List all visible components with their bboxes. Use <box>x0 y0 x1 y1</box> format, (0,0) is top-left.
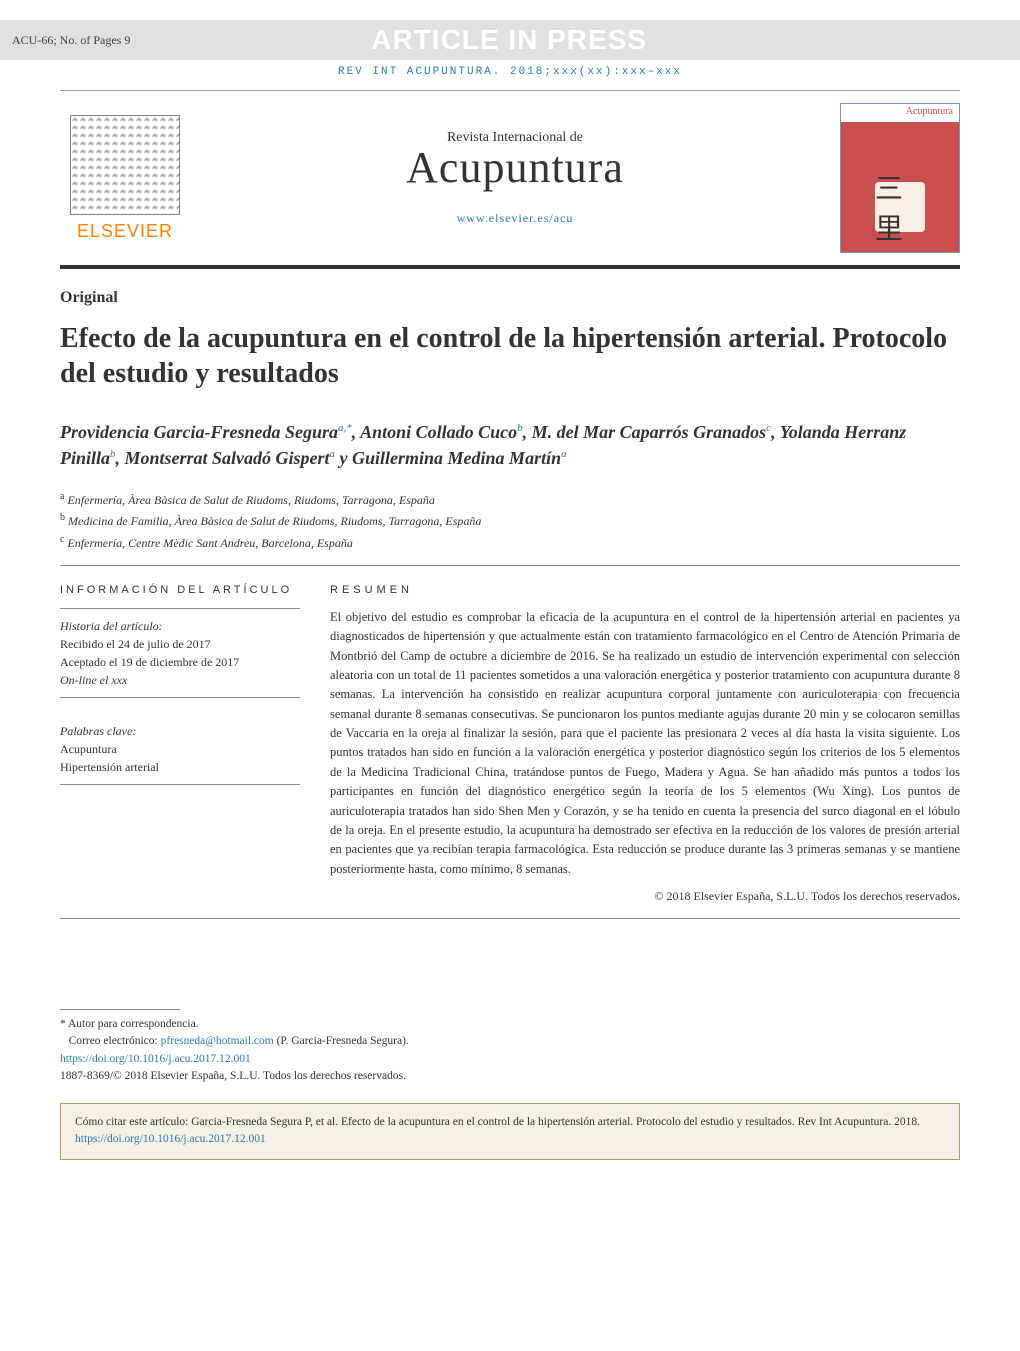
history-block: Historia del artículo: Recibido el 24 de… <box>60 608 300 698</box>
cover-glyph-icon: 三里 <box>875 182 925 232</box>
divider <box>60 918 960 919</box>
journal-header: ELSEVIER Revista Internacional de Acupun… <box>60 90 960 269</box>
email-label: Correo electrónico: <box>69 1035 158 1047</box>
abstract-heading: resumen <box>330 584 960 596</box>
journal-url-link[interactable]: www.elsevier.es/acu <box>457 211 574 225</box>
divider <box>60 565 960 566</box>
how-to-cite-box: Cómo citar este artículo: Garcia-Fresned… <box>60 1103 960 1160</box>
received-date: Recibido el 24 de julio de 2017 <box>60 635 300 653</box>
article-type: Original <box>60 289 960 307</box>
journal-title: Acupuntura <box>210 142 820 193</box>
online-date: On-line el xxx <box>60 671 300 689</box>
keywords-block: Palabras clave: Acupuntura Hipertensión … <box>60 714 300 785</box>
cover-label: Acupuntura <box>906 106 953 117</box>
footer: * Autor para correspondencia. Correo ele… <box>60 1009 960 1085</box>
article-title: Efecto de la acupuntura en el control de… <box>60 321 960 391</box>
abstract-text: El objetivo del estudio es comprobar la … <box>330 608 960 879</box>
info-heading: información del artículo <box>60 584 300 596</box>
citation-line: REV INT ACUPUNTURA. 2018;xxx(xx):xxx–xxx <box>60 66 960 78</box>
keyword: Acupuntura <box>60 740 300 758</box>
email-suffix: (P. Garcia-Fresneda Segura). <box>274 1035 409 1047</box>
abstract-copyright: © 2018 Elsevier España, S.L.U. Todos los… <box>330 889 960 904</box>
abstract-column: resumen El objetivo del estudio es compr… <box>330 584 960 904</box>
citation-doi-link[interactable]: https://doi.org/10.1016/j.acu.2017.12.00… <box>75 1133 266 1145</box>
citation-text: Cómo citar este artículo: Garcia-Fresned… <box>75 1116 920 1128</box>
publisher-logo: ELSEVIER <box>60 115 190 242</box>
info-abstract-row: información del artículo Historia del ar… <box>60 584 960 904</box>
corresponding-email-link[interactable]: pfresneda@hotmail.com <box>161 1035 274 1047</box>
issn-copyright: 1887-8369/© 2018 Elsevier España, S.L.U.… <box>60 1068 960 1085</box>
affiliations: a Enfermería, Àrea Bàsica de Salut de Ri… <box>60 489 960 553</box>
publisher-name: ELSEVIER <box>77 221 173 242</box>
online-date-text: On-line el xxx <box>60 673 127 687</box>
in-press-label: ARTICLE IN PRESS <box>371 24 647 56</box>
journal-cover-thumbnail: Acupuntura 三里 <box>840 103 960 253</box>
keyword: Hipertensión arterial <box>60 758 300 776</box>
elsevier-tree-icon <box>70 115 180 215</box>
corresponding-author: * Autor para correspondencia. <box>60 1016 960 1033</box>
doi-link[interactable]: https://doi.org/10.1016/j.acu.2017.12.00… <box>60 1053 251 1065</box>
keywords-label: Palabras clave: <box>60 722 300 740</box>
article-info-column: información del artículo Historia del ar… <box>60 584 300 904</box>
journal-title-block: Revista Internacional de Acupuntura www.… <box>210 130 820 226</box>
corresponding-email-line: Correo electrónico: pfresneda@hotmail.co… <box>60 1033 960 1050</box>
journal-url[interactable]: www.elsevier.es/acu <box>210 211 820 226</box>
authors: Providencia Garcia-Fresneda Seguraa,*, A… <box>60 419 960 471</box>
footer-short-rule <box>60 1009 180 1010</box>
in-press-banner: ACU-66; No. of Pages 9 ARTICLE IN PRESS <box>0 20 1020 60</box>
history-label: Historia del artículo: <box>60 617 300 635</box>
article-id: ACU-66; No. of Pages 9 <box>12 33 130 48</box>
accepted-date: Aceptado el 19 de diciembre de 2017 <box>60 653 300 671</box>
